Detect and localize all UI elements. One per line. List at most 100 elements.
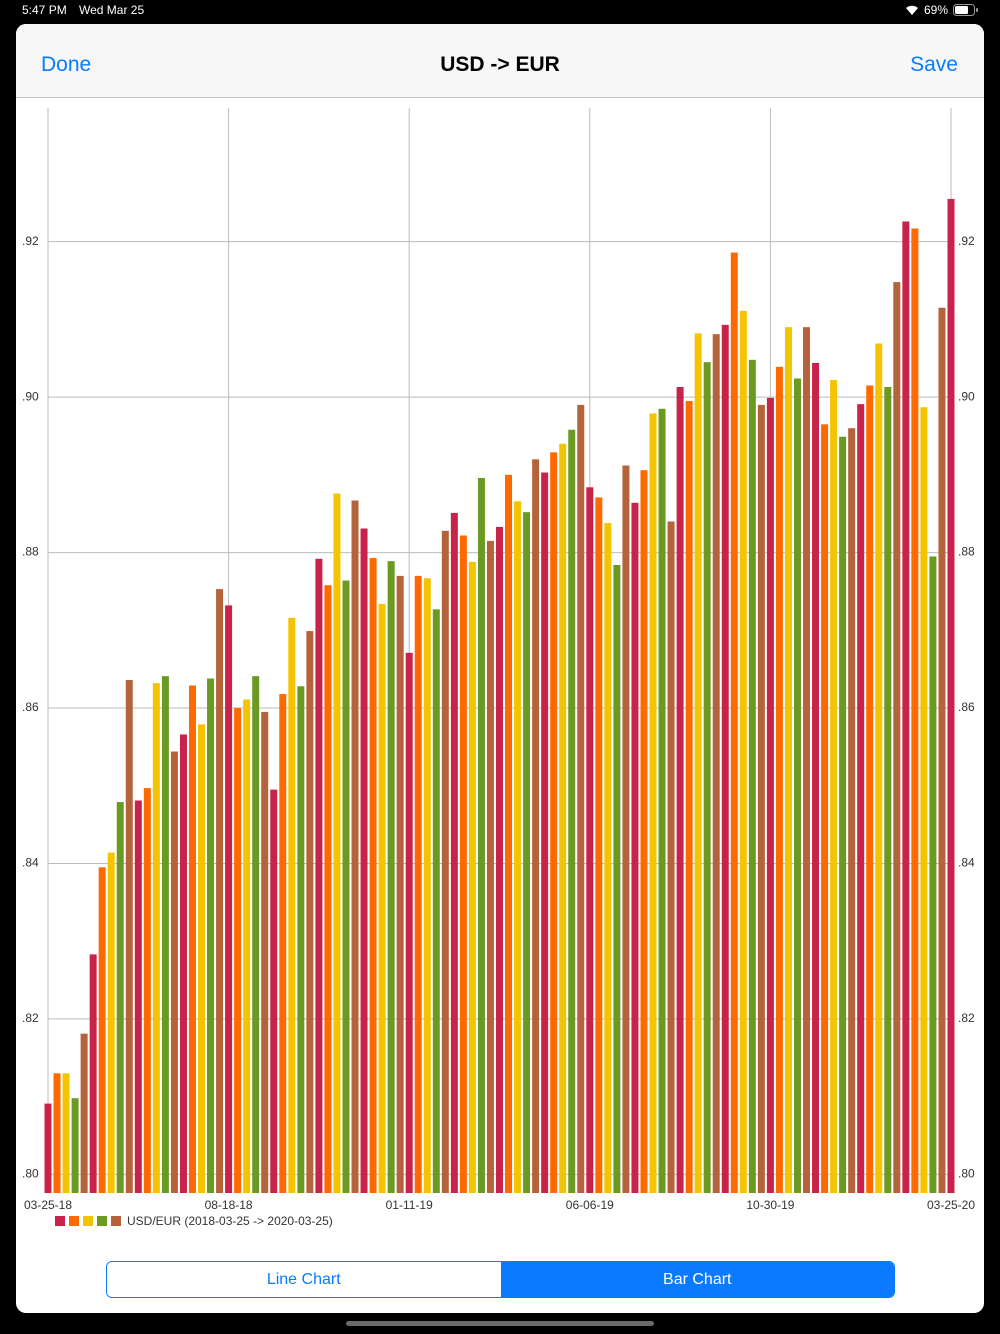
bar (559, 443, 567, 1194)
bar (252, 676, 260, 1193)
bar (170, 751, 178, 1193)
y-tick-label: .92 (958, 234, 975, 248)
x-tick-label: 08-18-18 (205, 1198, 253, 1212)
bar (739, 310, 747, 1193)
bar (270, 789, 278, 1193)
y-tick-label: .84 (22, 856, 39, 870)
segment-option[interactable]: Bar Chart (500, 1262, 894, 1297)
bar (405, 652, 413, 1193)
bar (486, 540, 494, 1193)
bar (541, 472, 549, 1193)
y-tick-label: .88 (958, 545, 975, 559)
bar (748, 359, 756, 1194)
bar (595, 497, 603, 1193)
bar (730, 252, 738, 1193)
bar (44, 1103, 52, 1193)
bar (830, 380, 838, 1193)
bar (947, 198, 955, 1193)
bar (288, 617, 296, 1193)
legend-swatch (69, 1216, 79, 1226)
save-button[interactable]: Save (910, 53, 958, 76)
bar (315, 558, 323, 1193)
bar (821, 424, 829, 1193)
bar (839, 436, 847, 1194)
bar (134, 800, 142, 1193)
bar (911, 228, 919, 1194)
bar (577, 404, 585, 1193)
bar (757, 404, 765, 1193)
y-tick-label: .88 (22, 545, 39, 559)
bar (613, 565, 621, 1193)
bar (884, 387, 892, 1193)
y-tick-label: .84 (958, 856, 975, 870)
bar (423, 578, 431, 1193)
bar (784, 327, 792, 1193)
bar (243, 699, 251, 1193)
x-tick-label: 06-06-19 (566, 1198, 614, 1212)
bar (938, 307, 946, 1193)
bar (477, 477, 485, 1193)
x-tick-label: 03-25-18 (24, 1198, 72, 1212)
bar (721, 324, 729, 1193)
bar (604, 523, 612, 1193)
bar (324, 585, 332, 1193)
y-tick-label: .92 (22, 234, 39, 248)
bar (568, 429, 576, 1193)
bar (857, 404, 865, 1193)
bar (803, 327, 811, 1193)
bar (532, 459, 540, 1193)
bar (125, 680, 133, 1193)
bar (712, 334, 720, 1193)
bar (514, 501, 522, 1193)
bar (53, 1073, 61, 1193)
x-tick-label: 03-25-20 (927, 1198, 975, 1212)
legend-swatch (111, 1216, 121, 1226)
legend-label: USD/EUR (2018-03-25 -> 2020-03-25) (127, 1214, 333, 1228)
legend-swatch (97, 1216, 107, 1226)
bar (225, 605, 233, 1193)
legend-swatch (83, 1216, 93, 1226)
y-tick-label: .90 (22, 389, 39, 403)
segment-option[interactable]: Line Chart (107, 1262, 501, 1297)
home-indicator (346, 1321, 654, 1326)
bar (775, 366, 783, 1194)
bar (793, 378, 801, 1193)
bar (360, 528, 368, 1193)
legend-swatch (55, 1216, 65, 1226)
wifi-icon (906, 5, 918, 15)
bar (450, 512, 458, 1193)
bar (188, 685, 196, 1193)
bar (812, 362, 820, 1194)
y-tick-label: .82 (958, 1011, 975, 1025)
bar (179, 734, 187, 1193)
bar (658, 408, 666, 1193)
bar (459, 535, 467, 1193)
navigation-bar: Done USD -> EUR Save (16, 24, 984, 98)
bar (893, 282, 901, 1193)
bar (622, 465, 630, 1193)
y-tick-label: .86 (958, 700, 975, 714)
bar (505, 474, 513, 1193)
done-button[interactable]: Done (41, 53, 92, 76)
bar (161, 676, 169, 1193)
bar (116, 802, 124, 1193)
bar (929, 556, 937, 1193)
bar (207, 678, 215, 1193)
bar (333, 493, 341, 1193)
bar (631, 502, 639, 1193)
bar (396, 575, 404, 1193)
bar (80, 1033, 88, 1193)
x-tick-label: 10-30-19 (746, 1198, 794, 1212)
bar (496, 526, 503, 1193)
bar (694, 333, 702, 1193)
bar (378, 603, 386, 1193)
bar (676, 387, 684, 1193)
bar (98, 867, 106, 1193)
bar (703, 362, 711, 1194)
bar (432, 609, 440, 1193)
bar (468, 561, 476, 1193)
bar (902, 221, 910, 1193)
bar (152, 683, 160, 1193)
